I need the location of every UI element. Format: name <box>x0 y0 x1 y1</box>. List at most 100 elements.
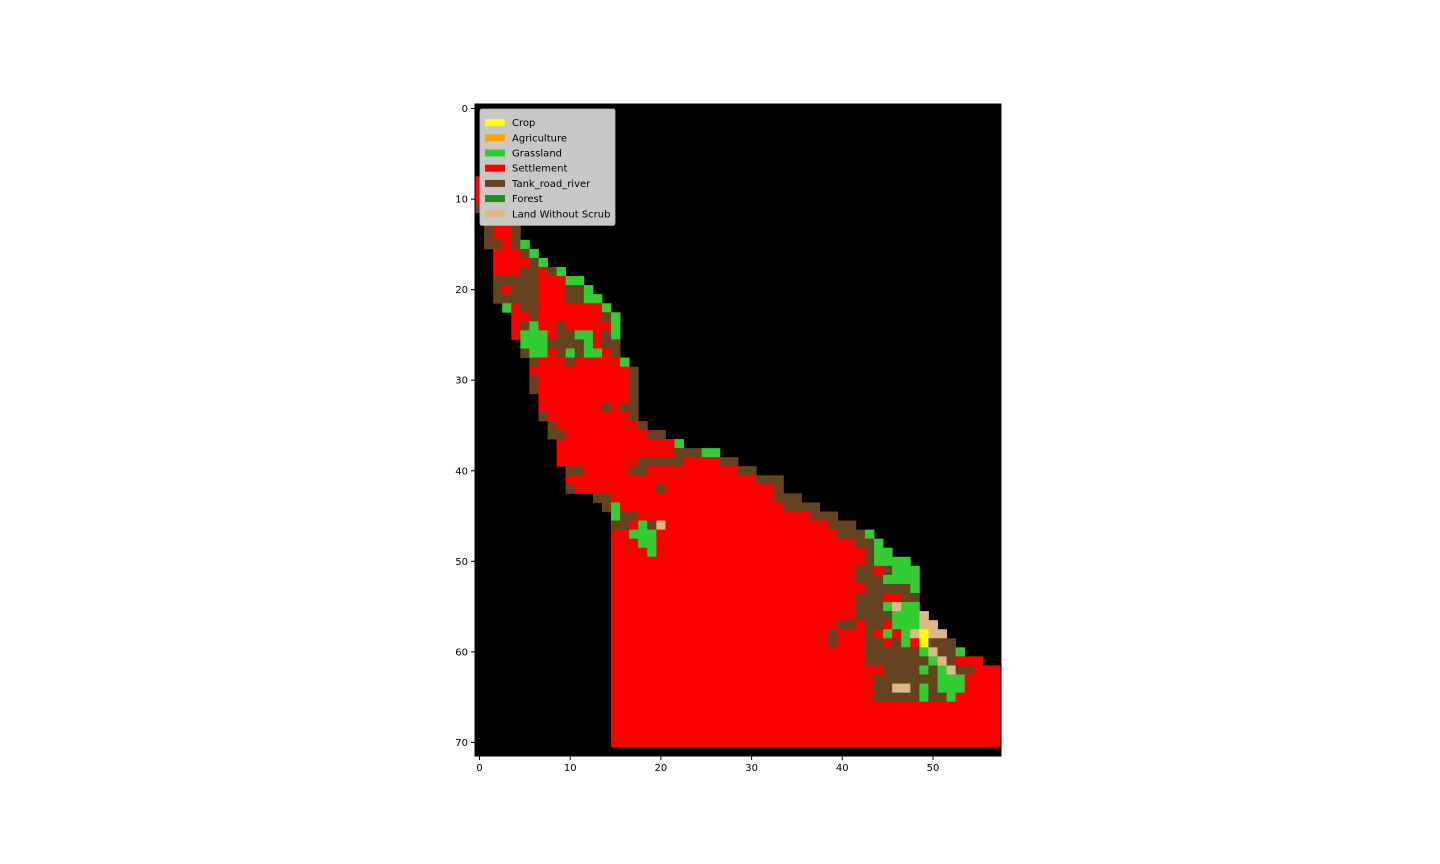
heatmap-cell <box>620 629 630 639</box>
heatmap-cell <box>656 484 666 494</box>
heatmap-cell <box>629 629 639 639</box>
legend-swatch <box>485 149 505 157</box>
heatmap-cell <box>674 547 684 558</box>
heatmap-cell <box>601 420 612 431</box>
heatmap-cell <box>638 475 648 485</box>
heatmap-cell <box>846 529 857 540</box>
heatmap-cell <box>982 665 993 675</box>
heatmap-cell <box>901 737 911 748</box>
heatmap-cell <box>964 710 975 721</box>
heatmap-cell <box>556 321 567 331</box>
heatmap-cell <box>747 701 757 712</box>
heatmap-cell <box>710 683 721 694</box>
heatmap-cell <box>783 611 793 621</box>
heatmap-cell <box>493 285 503 295</box>
heatmap-cell <box>665 538 675 549</box>
heatmap-cell <box>656 593 666 603</box>
heatmap-cell <box>810 538 821 549</box>
heatmap-cell <box>601 411 612 422</box>
heatmap-cell <box>611 565 621 576</box>
heatmap-cell <box>674 565 684 576</box>
heatmap-cell <box>620 647 630 657</box>
heatmap-cell <box>683 574 694 585</box>
heatmap-cell <box>719 638 730 648</box>
heatmap-cell <box>556 430 567 440</box>
heatmap-cell <box>638 647 648 657</box>
heatmap-cell <box>756 638 766 648</box>
heatmap-cell <box>756 710 766 721</box>
heatmap-cell <box>946 728 957 739</box>
heatmap-cell <box>620 611 630 621</box>
heatmap-cell <box>647 520 657 531</box>
heatmap-cell <box>892 737 902 748</box>
heatmap-cell <box>683 737 694 748</box>
heatmap-cell <box>592 366 603 377</box>
heatmap-cell <box>738 638 748 648</box>
heatmap-cell <box>774 656 784 666</box>
heatmap-cell <box>982 683 993 694</box>
heatmap-cell <box>647 430 657 440</box>
heatmap-cell <box>846 692 857 703</box>
heatmap-cell <box>892 629 902 639</box>
heatmap-cell <box>874 620 884 630</box>
heatmap-cell <box>620 529 630 540</box>
heatmap-cell <box>728 710 739 721</box>
heatmap-cell <box>955 701 966 712</box>
heatmap-cell <box>611 466 621 476</box>
heatmap-cell <box>629 692 639 703</box>
heatmap-cell <box>792 629 802 639</box>
heatmap-cell <box>601 502 612 512</box>
heatmap-cell <box>864 656 875 666</box>
heatmap-cell <box>828 511 839 521</box>
heatmap-cell <box>710 502 721 512</box>
heatmap-cell <box>728 620 739 630</box>
heatmap-cell <box>728 574 739 585</box>
heatmap-cell <box>529 303 539 313</box>
heatmap-cell <box>674 529 684 540</box>
heatmap-cell <box>883 737 893 748</box>
heatmap-cell <box>565 312 576 322</box>
heatmap-cell <box>665 728 675 739</box>
heatmap-cell <box>692 701 703 712</box>
heatmap-cell <box>928 620 938 630</box>
heatmap-cell <box>611 393 621 404</box>
heatmap-cell <box>611 737 621 748</box>
heatmap-cell <box>819 701 830 712</box>
heatmap-cell <box>901 574 911 585</box>
heatmap-cell <box>565 276 576 286</box>
heatmap-cell <box>819 565 830 576</box>
heatmap-cell <box>756 493 766 503</box>
heatmap-cell <box>747 466 757 476</box>
heatmap-cell <box>801 583 811 594</box>
heatmap-cell <box>864 529 875 540</box>
heatmap-cell <box>719 493 730 503</box>
heatmap-cell <box>710 629 721 639</box>
heatmap-cell <box>864 719 875 730</box>
heatmap-cell <box>520 330 530 340</box>
heatmap-cell <box>683 674 694 684</box>
heatmap-cell <box>710 719 721 730</box>
heatmap-cell <box>964 683 975 694</box>
heatmap-cell <box>855 602 866 612</box>
heatmap-cell <box>701 674 712 684</box>
legend-label: Tank_road_river <box>511 179 591 190</box>
heatmap-cell <box>883 547 893 558</box>
heatmap-cell <box>629 448 639 458</box>
heatmap-cell <box>692 457 703 467</box>
heatmap-cell <box>629 737 639 748</box>
heatmap-cell <box>774 683 784 694</box>
heatmap-cell <box>837 565 848 576</box>
heatmap-cell <box>638 484 648 494</box>
heatmap-cell <box>547 348 558 358</box>
heatmap-cell <box>874 565 884 576</box>
heatmap-cell <box>710 484 721 494</box>
heatmap-cell <box>511 321 521 331</box>
heatmap-cell <box>538 384 548 395</box>
heatmap-cell <box>556 420 567 431</box>
heatmap-cell <box>710 647 721 657</box>
heatmap-cell <box>656 683 666 694</box>
heatmap-cell <box>656 728 666 739</box>
heatmap-cell <box>547 276 558 286</box>
heatmap-cell <box>955 710 966 721</box>
heatmap-cell <box>701 647 712 657</box>
